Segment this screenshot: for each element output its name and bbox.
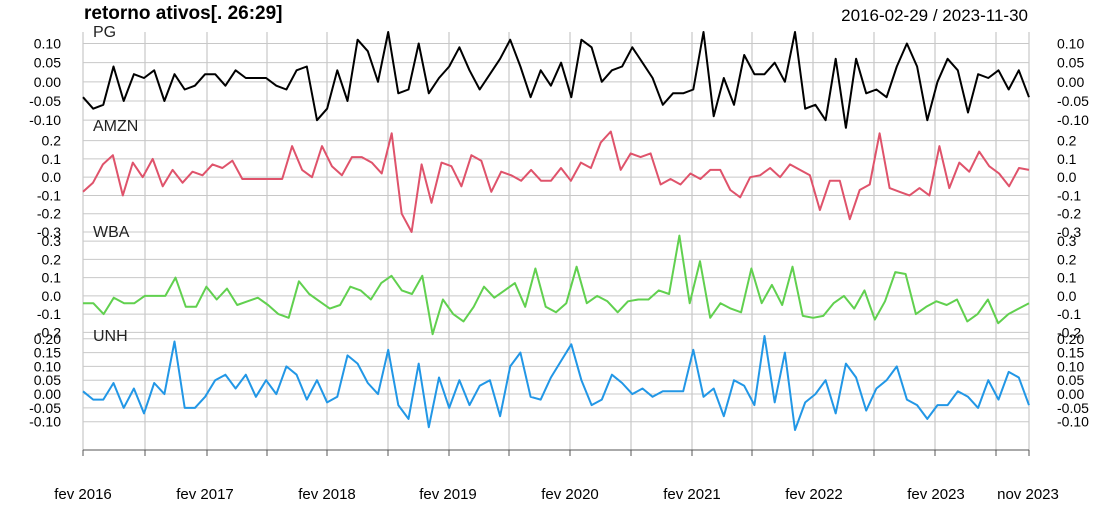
unh-ytick-right-0: 0.20 (1057, 331, 1084, 347)
wba-ytick-left-1: 0.2 (42, 251, 62, 267)
amzn-ytick-left-2: 0.0 (42, 169, 62, 185)
unh-ytick-left-0: 0.20 (34, 331, 61, 347)
pg-ytick-left-4: -0.10 (29, 112, 61, 128)
pg-ytick-right-0: 0.10 (1057, 36, 1084, 52)
pg-ytick-right-2: 0.00 (1057, 74, 1084, 90)
wba-ytick-right-4: -0.1 (1057, 306, 1081, 322)
pg-ytick-right-3: -0.05 (1057, 93, 1089, 109)
unh-ytick-left-5: -0.05 (29, 400, 61, 416)
wba-ytick-left-0: 0.3 (42, 233, 62, 249)
pg-ytick-left-3: -0.05 (29, 93, 61, 109)
wba-series-line (83, 234, 1030, 336)
amzn-ytick-left-5: -0.3 (37, 224, 61, 240)
x-tick-label-8: nov 2023 (997, 486, 1059, 503)
wba-ytick-left-4: -0.1 (37, 306, 61, 322)
wba-ytick-right-5: -0.2 (1057, 324, 1081, 340)
wba-ytick-right-0: 0.3 (1057, 233, 1077, 249)
x-tick-label-1: fev 2017 (176, 486, 234, 503)
unh-ytick-left-6: -0.10 (29, 414, 61, 430)
wba-ytick-left-3: 0.0 (42, 288, 62, 304)
unh-ytick-right-1: 0.15 (1057, 345, 1084, 361)
amzn-ytick-left-3: -0.1 (37, 187, 61, 203)
unh-ytick-right-5: -0.05 (1057, 400, 1089, 416)
unh-ytick-left-1: 0.15 (34, 345, 61, 361)
wba-ytick-right-3: 0.0 (1057, 288, 1077, 304)
x-tick-label-4: fev 2020 (541, 486, 599, 503)
pg-series-line (82, 31, 1030, 129)
unh-series-line (82, 335, 1030, 431)
amzn-ytick-right-1: 0.1 (1057, 151, 1077, 167)
amzn-series-line (82, 130, 1030, 233)
unh-ytick-right-6: -0.10 (1057, 414, 1089, 430)
unh-ytick-left-3: 0.05 (34, 372, 61, 388)
unh-ytick-right-2: 0.10 (1057, 358, 1084, 374)
x-tick-label-2: fev 2018 (298, 486, 356, 503)
amzn-ytick-right-5: -0.3 (1057, 224, 1081, 240)
unh-ytick-left-4: 0.00 (34, 386, 61, 402)
unh-ytick-right-3: 0.05 (1057, 372, 1084, 388)
amzn-ytick-left-0: 0.2 (42, 133, 62, 149)
pg-ytick-left-0: 0.10 (34, 36, 61, 52)
pg-ytick-right-4: -0.10 (1057, 112, 1089, 128)
chart-title: retorno ativos[. 26:29] (84, 3, 283, 24)
wba-panel-label: WBA (93, 224, 130, 241)
wba-ytick-right-2: 0.1 (1057, 270, 1077, 286)
x-tick-label-7: fev 2023 (907, 486, 965, 503)
unh-panel-label: UNH (93, 328, 128, 345)
x-tick-label-3: fev 2019 (419, 486, 477, 503)
wba-ytick-right-1: 0.2 (1057, 251, 1077, 267)
amzn-ytick-right-2: 0.0 (1057, 169, 1077, 185)
wba-ytick-left-2: 0.1 (42, 270, 62, 286)
amzn-ytick-right-4: -0.2 (1057, 206, 1081, 222)
amzn-ytick-right-3: -0.1 (1057, 187, 1081, 203)
pg-panel-label: PG (93, 24, 116, 41)
pg-ytick-left-2: 0.00 (34, 74, 61, 90)
date-range-label: 2016-02-29 / 2023-11-30 (841, 6, 1028, 25)
pg-ytick-right-1: 0.05 (1057, 55, 1084, 71)
amzn-ytick-right-0: 0.2 (1057, 133, 1077, 149)
x-tick-label-5: fev 2021 (663, 486, 721, 503)
wba-ytick-left-5: -0.2 (37, 324, 61, 340)
amzn-panel-label: AMZN (93, 118, 138, 135)
amzn-ytick-left-1: 0.1 (42, 151, 62, 167)
x-tick-label-0: fev 2016 (54, 486, 112, 503)
x-tick-label-6: fev 2022 (785, 486, 843, 503)
pg-ytick-left-1: 0.05 (34, 55, 61, 71)
amzn-ytick-left-4: -0.2 (37, 206, 61, 222)
unh-ytick-right-4: 0.00 (1057, 386, 1084, 402)
unh-ytick-left-2: 0.10 (34, 358, 61, 374)
